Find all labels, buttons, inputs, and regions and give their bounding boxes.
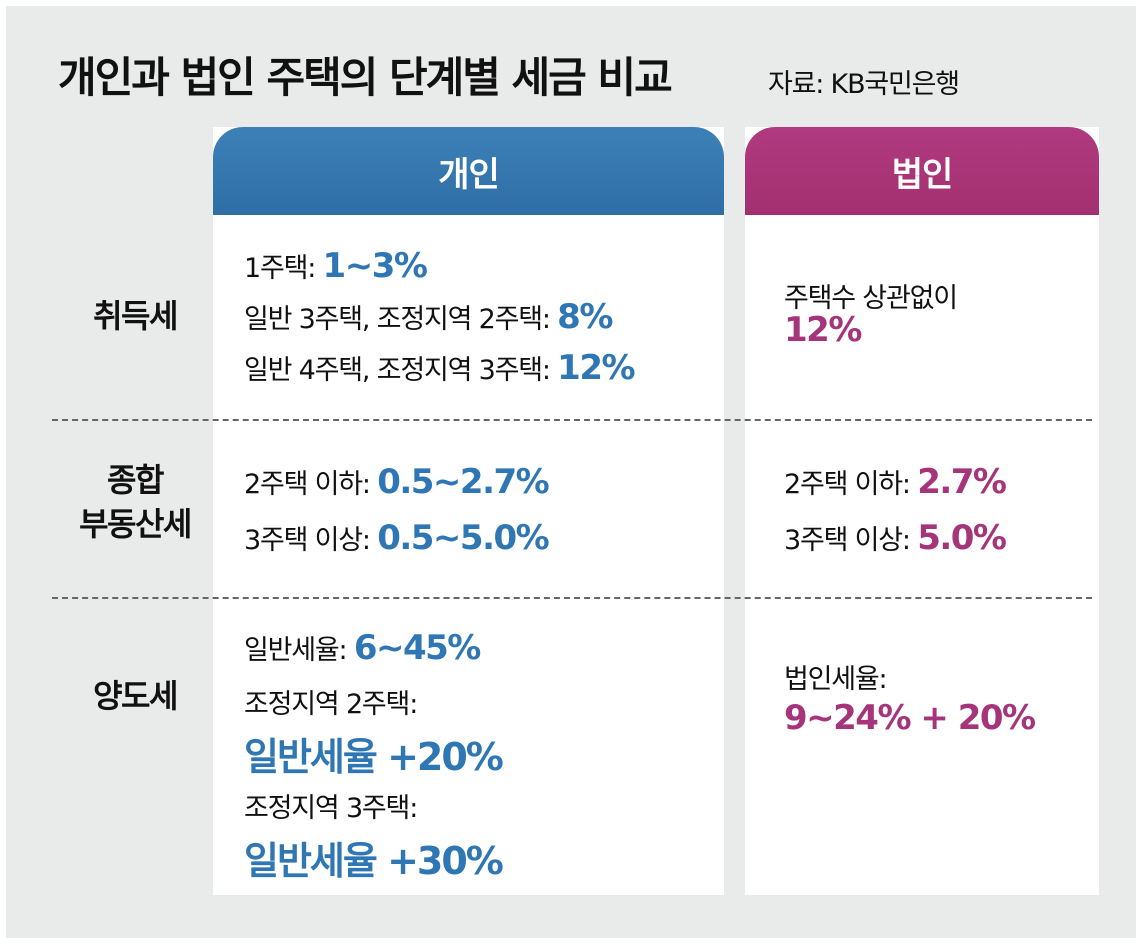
acquisition-individual-line-2: 일반 3주택, 조정지역 2주택: 8% <box>244 297 613 337</box>
line-text: 2주택 이하: <box>784 469 918 500</box>
acquisition-corporate-text: 주택수 상관없이 <box>784 283 958 314</box>
row-label-line: 부동산세 <box>79 505 192 543</box>
acquisition-individual-line-3: 일반 4주택, 조정지역 3주택: 12% <box>244 348 636 388</box>
individual-column: 개인 <box>213 127 724 895</box>
row-label-property-tax: 종합 부동산세 <box>60 458 210 546</box>
rate-value: 일반세율 +30% <box>244 839 504 883</box>
line-text: 일반 4주택, 조정지역 3주택: <box>244 355 558 386</box>
source-caption: 자료: KB국민은행 <box>768 69 960 100</box>
line-text: 2주택 이하: <box>244 469 378 500</box>
transfer-corporate-text: 법인세율: <box>784 664 888 695</box>
transfer-individual-adjusted3-label: 조정지역 3주택: <box>244 793 418 824</box>
rate-value: 0.5~5.0% <box>377 518 550 558</box>
property-corporate-line-2: 3주택 이상: 5.0% <box>784 518 1007 558</box>
row-divider <box>52 597 1092 599</box>
line-text: 1주택: <box>244 253 323 284</box>
rate-value: 1~3% <box>322 246 428 286</box>
line-text: 3주택 이상: <box>244 525 378 556</box>
individual-header: 개인 <box>213 127 724 215</box>
rate-value: 9~24% + 20% <box>784 698 1036 738</box>
row-label-line: 종합 <box>107 461 164 499</box>
rate-value: 12% <box>784 310 862 350</box>
transfer-individual-general: 일반세율: 6~45% <box>244 628 482 668</box>
line-text: 일반세율: <box>244 635 354 666</box>
property-corporate-line-1: 2주택 이하: 2.7% <box>784 462 1007 502</box>
rate-value: 0.5~2.7% <box>377 462 550 502</box>
page-title: 개인과 법인 주택의 단계별 세금 비교 <box>58 53 673 102</box>
row-label-acquisition-tax: 취득세 <box>93 297 178 335</box>
acquisition-individual-line-1: 1주택: 1~3% <box>244 246 428 286</box>
transfer-individual-adjusted2-label: 조정지역 2주택: <box>244 689 418 720</box>
property-individual-line-1: 2주택 이하: 0.5~2.7% <box>244 462 550 502</box>
rate-value: 12% <box>557 348 635 388</box>
rate-value: 8% <box>557 297 613 337</box>
transfer-individual-adjusted3-value: 일반세율 +30% <box>244 830 504 885</box>
row-divider <box>52 419 1092 421</box>
property-individual-line-2: 3주택 이상: 0.5~5.0% <box>244 518 550 558</box>
rate-value: 5.0% <box>917 518 1007 558</box>
corporate-column: 법인 <box>745 127 1099 895</box>
line-text: 3주택 이상: <box>784 525 918 556</box>
transfer-individual-adjusted2-value: 일반세율 +20% <box>244 726 504 781</box>
acquisition-corporate-line-2: 12% <box>784 310 862 350</box>
transfer-corporate-value-line: 9~24% + 20% <box>784 698 1036 738</box>
row-label-transfer-tax: 양도세 <box>93 677 178 715</box>
corporate-header: 법인 <box>745 127 1099 215</box>
rate-value: 6~45% <box>353 628 482 668</box>
rate-value: 2.7% <box>917 462 1007 502</box>
line-text: 일반 3주택, 조정지역 2주택: <box>244 304 558 335</box>
rate-value: 일반세율 +20% <box>244 735 504 779</box>
